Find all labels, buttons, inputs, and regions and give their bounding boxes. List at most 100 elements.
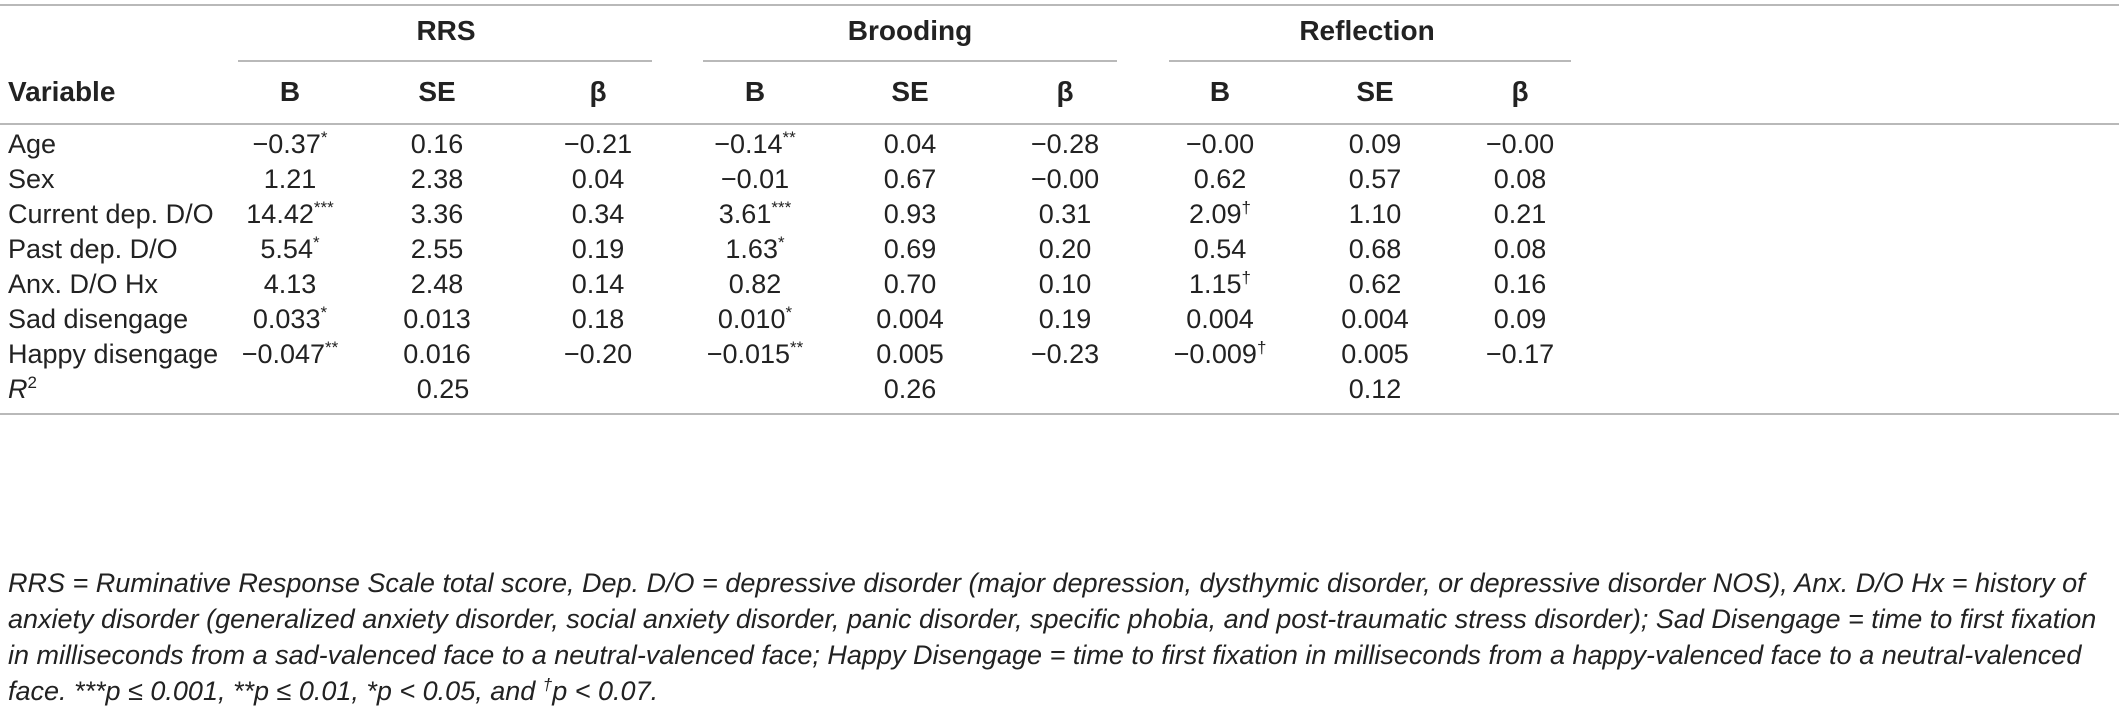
r2-label: R2 [8, 372, 37, 406]
table-cell: 0.09 [1349, 127, 1402, 161]
table-cell: 1.21 [264, 162, 317, 196]
r2-reflection: 0.12 [1348, 374, 1402, 404]
footnote-main: RRS = Ruminative Response Scale total sc… [8, 568, 2097, 706]
table-cell: −0.015** [707, 337, 804, 371]
header-rule [0, 123, 2119, 125]
row-label: Sex [8, 164, 55, 194]
table-cell: 0.20 [1039, 232, 1092, 266]
cell-value: 14.42 [246, 199, 314, 229]
row-label: Sad disengage [8, 304, 189, 334]
table-cell: 1.10 [1349, 197, 1402, 231]
cell-value: 2.48 [410, 269, 464, 299]
table-cell: 0.09 [1494, 302, 1547, 336]
column-header: B [1209, 76, 1231, 107]
cell-value: 0.62 [1193, 164, 1247, 194]
cell-value: 0.68 [1348, 234, 1402, 264]
cell-value: 0.16 [410, 129, 464, 159]
cell-value: 0.005 [1341, 339, 1409, 369]
table-cell: −0.00 [1486, 127, 1554, 161]
column-header: β [1511, 76, 1529, 107]
cell-value: 0.016 [403, 339, 471, 369]
table-cell: −0.047** [242, 337, 339, 371]
cell-value: 3.61 [718, 199, 772, 229]
table-cell: 2.55 [411, 232, 464, 266]
table-cell: 1.15† [1189, 267, 1251, 301]
table-cell: 0.62 [1194, 162, 1247, 196]
cell-value: 0.013 [403, 304, 471, 334]
table-cell: 0.19 [572, 232, 625, 266]
cell-value: 0.18 [571, 304, 625, 334]
group-header-rrs: RRS [416, 15, 476, 46]
table-cell: 0.67 [884, 162, 937, 196]
table-cell: 0.14 [572, 267, 625, 301]
column-header: β [589, 76, 607, 107]
row-label: Current dep. D/O [8, 199, 214, 229]
column-header: B [744, 76, 766, 107]
table-cell: 2.09† [1189, 197, 1251, 231]
cell-value: 0.14 [571, 269, 625, 299]
cell-value: 2.09 [1188, 199, 1242, 229]
table-cell: 0.10 [1039, 267, 1092, 301]
group-header-reflection: Reflection [1299, 15, 1435, 46]
footnote-dagger: † [542, 675, 553, 694]
table-cell: 0.82 [729, 267, 782, 301]
table-cell: −0.00 [1031, 162, 1099, 196]
table-cell: 0.16 [1494, 267, 1547, 301]
cell-value: 0.93 [883, 199, 937, 229]
table-cell: −0.37* [253, 127, 328, 161]
table-cell: 0.70 [884, 267, 937, 301]
table-cell: 0.69 [884, 232, 937, 266]
table-cell: 0.013 [403, 302, 471, 336]
cell-value: 0.70 [883, 269, 937, 299]
cell-value: −0.14 [714, 129, 783, 159]
table-cell: 0.004 [876, 302, 944, 336]
cell-value: 0.82 [728, 269, 782, 299]
significance-marker: † [1241, 268, 1252, 287]
cell-value: 0.54 [1193, 234, 1247, 264]
table-cell: 3.61*** [719, 197, 791, 231]
significance-marker: * [777, 233, 785, 252]
cell-value: 0.10 [1038, 269, 1092, 299]
cell-value: 0.08 [1493, 234, 1547, 264]
table-cell: 0.19 [1039, 302, 1092, 336]
cell-value: 0.09 [1348, 129, 1402, 159]
table-cell: 4.13 [264, 267, 317, 301]
cell-value: −0.00 [1030, 164, 1100, 194]
table-cell: 0.16 [411, 127, 464, 161]
significance-marker: ** [325, 338, 339, 357]
cell-value: 0.005 [876, 339, 944, 369]
cell-value: 0.004 [1186, 304, 1254, 334]
table-cell: −0.28 [1031, 127, 1099, 161]
table-cell: 2.48 [411, 267, 464, 301]
table-footnote: RRS = Ruminative Response Scale total sc… [8, 565, 2108, 709]
variable-header: Variable [8, 76, 116, 107]
r2-label-sup: 2 [27, 373, 37, 392]
table-cell: 14.42*** [246, 197, 333, 231]
table-cell: −0.20 [564, 337, 632, 371]
table-cell: −0.17 [1486, 337, 1554, 371]
table-cell: −0.009† [1174, 337, 1267, 371]
cell-value: 2.55 [410, 234, 464, 264]
cell-value: 0.69 [883, 234, 937, 264]
group-header-brooding: Brooding [847, 15, 973, 46]
cell-value: −0.047 [241, 339, 326, 369]
significance-marker: * [785, 303, 793, 322]
cell-value: 0.08 [1493, 164, 1547, 194]
table-cell: −0.14** [714, 127, 796, 161]
cell-value: 5.54 [260, 234, 313, 264]
cell-value: 1.15 [1188, 269, 1242, 299]
table-cell: 5.54* [260, 232, 319, 266]
cell-value: 0.04 [883, 129, 937, 159]
footnote-tail: p < 0.07. [552, 676, 659, 706]
significance-marker: ** [790, 338, 804, 357]
significance-marker: ** [782, 128, 796, 147]
cell-value: −0.20 [563, 339, 633, 369]
table-cell: 0.04 [884, 127, 937, 161]
column-header: SE [418, 76, 456, 107]
cell-value: −0.009 [1173, 339, 1257, 369]
table-cell: −0.23 [1031, 337, 1099, 371]
r2-label-base: R [8, 374, 28, 404]
column-header: β [1056, 76, 1074, 107]
cell-value: −0.37 [252, 129, 321, 159]
significance-marker: *** [771, 198, 792, 217]
